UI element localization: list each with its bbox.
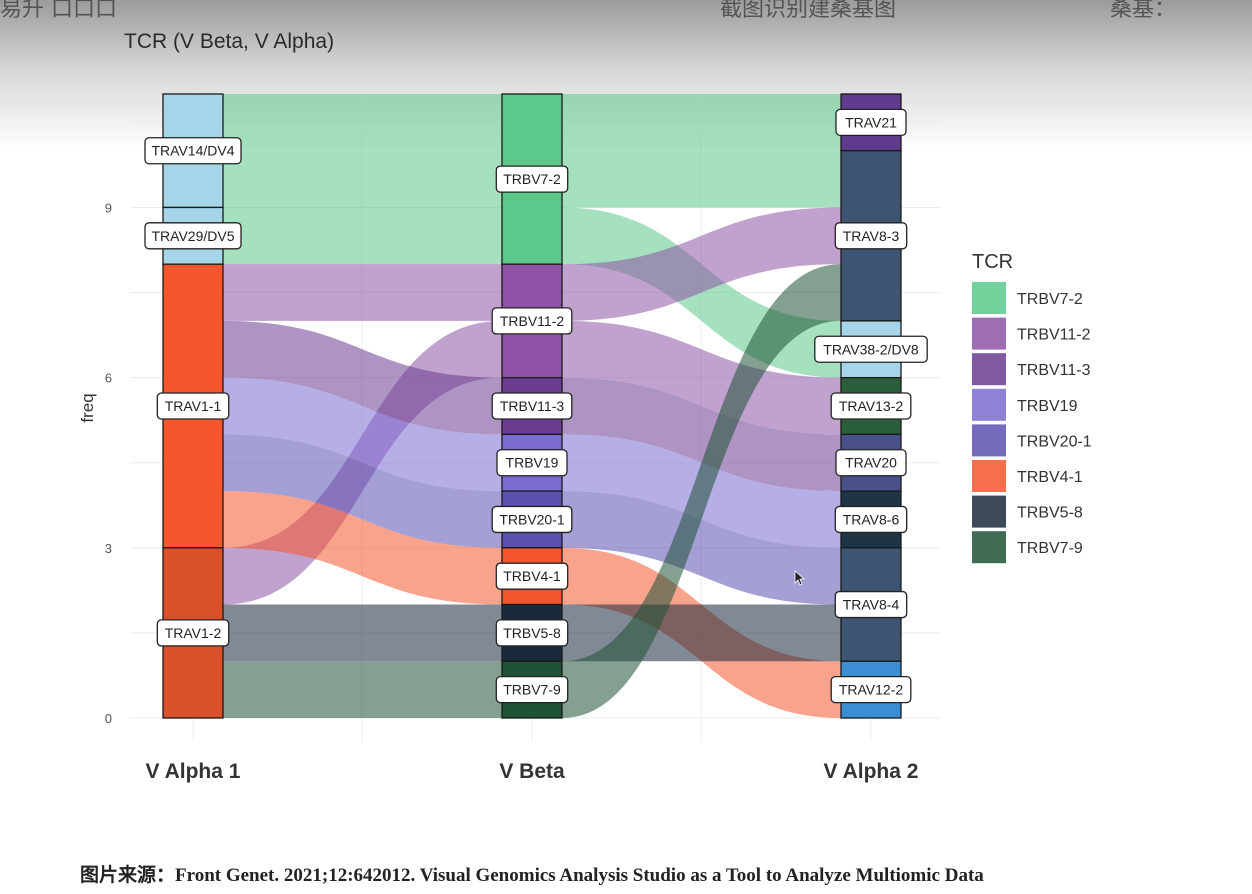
- stratum-label-box: [834, 590, 908, 619]
- stratum-label: TRAV13-2: [839, 398, 904, 414]
- stratum-label-box: [495, 675, 569, 704]
- legend-title: TCR: [972, 251, 1013, 273]
- flow-ribbon-right: [562, 320, 841, 435]
- stratum-label-box: [491, 505, 573, 534]
- flow-ribbon-right: [562, 94, 841, 151]
- flow-ribbon-right: [562, 264, 841, 718]
- stratum-label: TRBV7-2: [503, 171, 561, 187]
- flow-ribbon-right: [562, 150, 841, 208]
- stratum-label-box: [491, 307, 573, 335]
- legend-swatch: [972, 424, 1006, 457]
- legend-swatch: [972, 282, 1006, 314]
- legend-label: TRBV5-8: [1017, 505, 1083, 522]
- legend: TRBV7-2 TRBV11-2 TRBV11-3 TRBV19 TRBV20-1 TRB…: [972, 282, 1092, 564]
- overlay-left-text: 易升 口口口: [0, 0, 117, 22]
- flow-ribbon-left: [223, 491, 502, 605]
- stratum-label: TRBV19: [506, 455, 559, 471]
- legend-label: TRBV11-3: [1017, 362, 1091, 379]
- source-caption: 图片来源：Front Genet. 2021;12:642012. Visual…: [80, 865, 984, 886]
- stratum-label-box: [814, 335, 928, 363]
- stratum-label: TRBV5-8: [503, 625, 561, 641]
- stratum-label-box: [156, 392, 230, 420]
- stratum-label: TRAV8-4: [843, 597, 900, 613]
- mouse-cursor-icon: [794, 570, 806, 586]
- flow-ribbon-left: [223, 661, 502, 718]
- stratum-label: TRAV38-2/DV8: [823, 341, 919, 357]
- stratum-label-box: [495, 562, 569, 590]
- flow-ribbon-right: [562, 207, 841, 321]
- stratum-label: TRBV7-9: [503, 682, 561, 698]
- flow-ribbons: [223, 94, 841, 718]
- y-tick-label: 9: [105, 200, 112, 215]
- stratum-label: TRAV8-6: [843, 511, 900, 527]
- legend-swatch: [972, 460, 1006, 492]
- stratum-label-box: [830, 392, 912, 420]
- legend-label: TRBV19: [1017, 398, 1078, 415]
- stratum-label: TRAV12-2: [839, 682, 904, 698]
- flow-ribbon-left: [223, 150, 502, 208]
- flow-ribbon-left: [223, 604, 502, 662]
- legend-swatch: [972, 531, 1006, 564]
- flow-ribbon-left: [223, 264, 502, 321]
- legend-swatch: [972, 495, 1006, 528]
- y-tick-label: 0: [105, 711, 112, 726]
- overlay-right-text: 桑基：: [1110, 0, 1177, 22]
- stratum-label: TRAV20: [845, 455, 897, 471]
- y-axis: 0 3 6 9: [105, 200, 112, 726]
- legend-label: TRBV20-1: [1017, 433, 1092, 450]
- flow-ribbon-right: [562, 491, 841, 605]
- stratum-label: TRBV4-1: [503, 568, 561, 584]
- x-axis: V Alpha 1 V Beta V Alpha 2: [146, 760, 919, 783]
- x-axis-label: V Beta: [499, 760, 565, 783]
- flow-ribbon-left: [223, 207, 502, 265]
- flow-ribbon-left: [223, 434, 502, 548]
- y-tick-label: 6: [105, 371, 112, 386]
- stratum-label: TRBV11-3: [500, 398, 565, 414]
- stratum-labels: TRAV14/DV4 TRAV29/DV5 TRAV1-1 TRAV1-2 TRBV7-…: [144, 108, 928, 704]
- flow-ribbon-left: [223, 320, 502, 435]
- stratum-label-box: [834, 222, 908, 250]
- x-axis-label: V Alpha 1: [146, 760, 241, 783]
- flow-ribbon-left: [223, 94, 502, 151]
- y-tick-label: 3: [105, 541, 112, 556]
- stratum-label-box: [834, 505, 908, 534]
- video-overlay-text: 易升 口口口 截图识别建桑基图 桑基：: [0, 0, 1252, 22]
- legend-label: TRBV4-1: [1017, 469, 1083, 486]
- flow-ribbon-left: [223, 377, 502, 492]
- overlay-center-text: 截图识别建桑基图: [720, 0, 897, 22]
- stratum-label-box: [830, 675, 912, 704]
- stratum-label-box: [496, 449, 568, 477]
- legend-swatch: [972, 388, 1006, 421]
- x-axis-label: V Alpha 2: [824, 760, 919, 783]
- chart-title: TCR (V Beta, V Alpha): [124, 30, 334, 53]
- stratum-label: TRAV1-1: [165, 398, 222, 414]
- legend-swatch: [972, 353, 1006, 386]
- stratum-label-box: [491, 392, 573, 420]
- stratum-label-box: [144, 222, 242, 250]
- stratum-label: TRAV29/DV5: [152, 228, 235, 244]
- stratum-label-box: [835, 449, 907, 477]
- stratum-label-box: [144, 137, 242, 165]
- stratum-label: TRBV20-1: [499, 511, 565, 527]
- stratum-label-box: [156, 619, 230, 647]
- stratum-label-box: [495, 619, 569, 647]
- legend-label: TRBV7-9: [1017, 540, 1083, 557]
- flow-ribbon-right: [562, 377, 841, 492]
- legend-swatch: [972, 317, 1006, 350]
- stratum-label-box: [495, 165, 569, 193]
- stratum-label: TRAV21: [845, 114, 897, 130]
- stratum-label-box: [835, 108, 907, 137]
- stratum-label: TRAV8-3: [843, 228, 900, 244]
- stratum-label: TRAV14/DV4: [152, 143, 235, 159]
- legend-label: TRBV7-2: [1017, 291, 1083, 308]
- stratum-label: TRAV1-2: [165, 625, 222, 641]
- legend-label: TRBV11-2: [1017, 327, 1091, 344]
- stratum-label: TRBV11-2: [500, 313, 565, 329]
- y-axis-label: freq: [78, 393, 97, 422]
